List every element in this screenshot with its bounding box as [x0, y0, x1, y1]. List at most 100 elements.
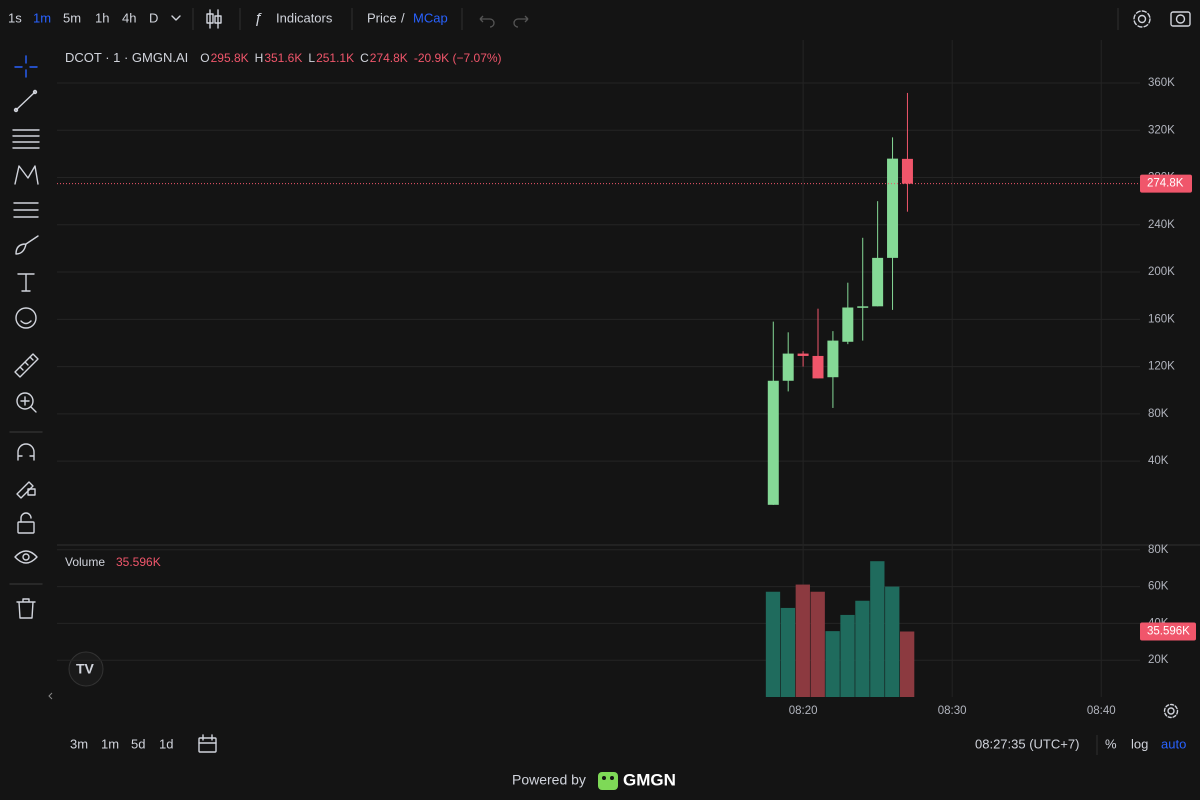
indicators-button[interactable]: Indicators — [276, 10, 333, 25]
volume-bar — [885, 586, 900, 697]
settings-icon[interactable] — [1133, 10, 1151, 28]
interval-button[interactable]: 1h — [95, 10, 109, 25]
volume-bar — [840, 614, 855, 697]
svg-text:TV: TV — [76, 661, 95, 677]
ohlc-key: C — [360, 51, 369, 65]
lock-tool[interactable] — [17, 512, 35, 534]
x-tick-label: 08:40 — [1087, 705, 1116, 717]
interval-button[interactable]: 4h — [122, 10, 136, 25]
brand: GMGN — [623, 770, 676, 789]
volume-bar — [795, 584, 810, 697]
magnet-tool[interactable] — [17, 443, 35, 461]
interval-button[interactable]: D — [149, 10, 158, 25]
last-volume-label: 35.596K — [1147, 626, 1190, 638]
y-tick-label: 360K — [1148, 77, 1175, 89]
scale-option[interactable]: log — [1131, 736, 1148, 751]
range-button[interactable]: 5d — [131, 736, 145, 751]
volume-title: Volume — [65, 555, 105, 569]
visibility-tool[interactable] — [14, 550, 38, 564]
candle-body — [857, 306, 869, 308]
text-tool[interactable] — [17, 273, 35, 292]
x-tick-label: 08:30 — [938, 705, 967, 717]
delete-tool[interactable] — [16, 598, 36, 619]
range-button[interactable]: 1m — [101, 736, 119, 751]
zoom-tool[interactable] — [16, 392, 37, 413]
candle-body — [782, 353, 794, 381]
legend: DCOT · 1 · GMGN.AI O295.8K H351.6K L251.1K C… — [65, 50, 502, 65]
lock-drawing-tool[interactable] — [16, 481, 36, 499]
range-button[interactable]: 3m — [70, 736, 88, 751]
undo[interactable] — [479, 15, 495, 28]
crosshair-tool[interactable] — [14, 55, 38, 78]
volume-bar — [765, 591, 781, 697]
trend-line-tool[interactable] — [13, 89, 38, 113]
interval-menu[interactable] — [171, 15, 181, 21]
date-range-icon[interactable] — [198, 734, 217, 753]
fib-tool[interactable] — [12, 129, 40, 149]
fx-icon[interactable]: ƒ — [254, 10, 262, 27]
candle-body — [842, 307, 854, 342]
ohlc-value: 351.6K — [264, 51, 302, 65]
ohlc-key: H — [255, 51, 264, 65]
last-volume-tag — [1140, 622, 1196, 641]
brush-tool[interactable] — [15, 235, 39, 255]
volume-bar — [825, 631, 840, 697]
last-price-label: 274.8K — [1147, 178, 1184, 190]
ohlc-key: L — [308, 51, 315, 65]
y-tick-label: 240K — [1148, 219, 1175, 231]
candle-body — [797, 353, 809, 356]
redo[interactable] — [513, 15, 529, 28]
candle-body — [887, 158, 899, 258]
interval-button[interactable]: 1s — [8, 10, 22, 25]
ohlc-value: 251.1K — [316, 51, 354, 65]
symbol: DCOT · 1 · GMGN.AI — [65, 50, 188, 65]
range-button[interactable]: 1d — [159, 736, 173, 751]
price-toggle[interactable]: Price — [367, 10, 397, 25]
prediction-tool[interactable] — [13, 202, 39, 218]
clock: 08:27:35 (UTC+7) — [975, 736, 1079, 751]
y-tick-label: 320K — [1148, 124, 1175, 136]
y-tick-label: 160K — [1148, 313, 1175, 325]
interval-button[interactable]: 1m — [33, 10, 51, 25]
toolbar-separators — [192, 8, 1119, 30]
collapse-toolbar[interactable] — [48, 692, 53, 700]
y-tick-label: 40K — [1148, 455, 1169, 467]
emoji-tool[interactable] — [15, 307, 37, 329]
screenshot-icon[interactable] — [1170, 11, 1191, 27]
chart-type-icon[interactable] — [206, 9, 222, 29]
y-tick-label: 200K — [1148, 266, 1175, 278]
separator: / — [401, 10, 405, 25]
volume-bar — [870, 561, 885, 697]
y-tick-label: 80K — [1148, 408, 1169, 420]
ohlc-value: 295.8K — [211, 51, 249, 65]
candle-body — [767, 380, 779, 505]
scale-option[interactable]: % — [1105, 736, 1117, 751]
candle-body — [872, 257, 884, 307]
chart-settings[interactable] — [1163, 703, 1179, 719]
volume-value: 35.596K — [116, 555, 161, 569]
scale-option[interactable]: auto — [1161, 736, 1186, 751]
y-tick-label: 120K — [1148, 361, 1175, 373]
volume-tick-label: 20K — [1148, 654, 1169, 666]
mcap-toggle[interactable]: MCap — [413, 10, 448, 25]
candle-body — [901, 158, 913, 184]
tv-logo[interactable]: TV — [68, 651, 104, 687]
ohlc-change: -20.9K (−7.07%) — [414, 51, 502, 65]
volume-bar — [780, 607, 796, 697]
interval-button[interactable]: 5m — [63, 10, 81, 25]
volume-tick-label: 60K — [1148, 581, 1169, 593]
powered-by: Powered by — [512, 772, 586, 788]
candle-body — [812, 355, 824, 379]
ruler-tool[interactable] — [14, 353, 39, 378]
ohlc-value: 274.8K — [370, 51, 408, 65]
last-price-tag — [1140, 174, 1192, 193]
candle-body — [827, 340, 839, 378]
x-tick-label: 08:20 — [789, 705, 818, 717]
volume-bar — [899, 631, 915, 697]
volume-tick-label: 80K — [1148, 544, 1169, 556]
pattern-tool[interactable] — [14, 165, 39, 185]
volume-bar — [810, 591, 825, 697]
ohlc-key: O — [200, 51, 209, 65]
